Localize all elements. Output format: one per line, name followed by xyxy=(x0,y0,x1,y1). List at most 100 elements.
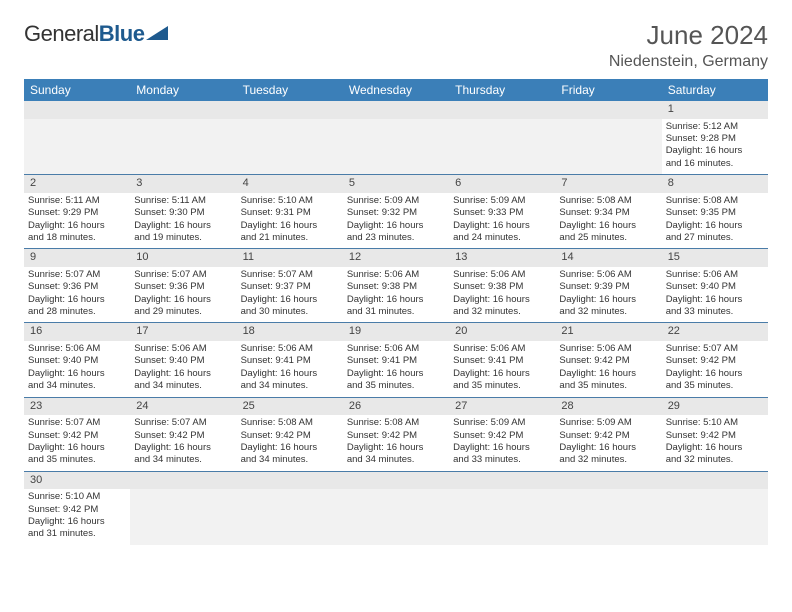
day-cell: 1Sunrise: 5:12 AMSunset: 9:28 PMDaylight… xyxy=(662,101,768,175)
day-number: 16 xyxy=(24,323,130,341)
detail-line: Sunrise: 5:09 AM xyxy=(453,417,551,429)
detail-line: Sunrise: 5:09 AM xyxy=(347,195,445,207)
day-cell: 22Sunrise: 5:07 AMSunset: 9:42 PMDayligh… xyxy=(662,323,768,397)
detail-line: Sunset: 9:36 PM xyxy=(28,281,126,293)
day-details: Sunrise: 5:07 AMSunset: 9:42 PMDaylight:… xyxy=(28,417,126,466)
detail-line: and 19 minutes. xyxy=(134,232,232,244)
day-cell: 3Sunrise: 5:11 AMSunset: 9:30 PMDaylight… xyxy=(130,175,236,249)
detail-line: Daylight: 16 hours xyxy=(241,294,339,306)
day-details: Sunrise: 5:06 AMSunset: 9:38 PMDaylight:… xyxy=(453,269,551,318)
detail-line: Sunrise: 5:11 AM xyxy=(28,195,126,207)
header: GeneralBlue June 2024 Niedenstein, Germa… xyxy=(24,20,768,71)
day-number xyxy=(237,101,343,119)
detail-line: Daylight: 16 hours xyxy=(666,220,764,232)
detail-line: and 32 minutes. xyxy=(453,306,551,318)
detail-line: Daylight: 16 hours xyxy=(347,294,445,306)
detail-line: Sunrise: 5:06 AM xyxy=(453,269,551,281)
detail-line: Sunset: 9:28 PM xyxy=(666,133,764,145)
day-cell: 6Sunrise: 5:09 AMSunset: 9:33 PMDaylight… xyxy=(449,175,555,249)
detail-line: and 25 minutes. xyxy=(559,232,657,244)
calendar-body: 1Sunrise: 5:12 AMSunset: 9:28 PMDaylight… xyxy=(24,101,768,545)
detail-line: Sunrise: 5:08 AM xyxy=(347,417,445,429)
day-number xyxy=(130,472,236,490)
calendar-table: Sunday Monday Tuesday Wednesday Thursday… xyxy=(24,79,768,545)
day-details: Sunrise: 5:12 AMSunset: 9:28 PMDaylight:… xyxy=(666,121,764,170)
day-cell: 23Sunrise: 5:07 AMSunset: 9:42 PMDayligh… xyxy=(24,397,130,471)
detail-line: Daylight: 16 hours xyxy=(347,442,445,454)
logo-text-1: General xyxy=(24,21,99,47)
day-number: 11 xyxy=(237,249,343,267)
detail-line: Daylight: 16 hours xyxy=(28,368,126,380)
detail-line: and 34 minutes. xyxy=(347,454,445,466)
detail-line: Daylight: 16 hours xyxy=(666,294,764,306)
day-cell xyxy=(130,101,236,175)
day-cell: 28Sunrise: 5:09 AMSunset: 9:42 PMDayligh… xyxy=(555,397,661,471)
detail-line: and 24 minutes. xyxy=(453,232,551,244)
day-details: Sunrise: 5:08 AMSunset: 9:34 PMDaylight:… xyxy=(559,195,657,244)
week-row: 23Sunrise: 5:07 AMSunset: 9:42 PMDayligh… xyxy=(24,397,768,471)
day-number: 2 xyxy=(24,175,130,193)
detail-line: and 33 minutes. xyxy=(453,454,551,466)
detail-line: Sunrise: 5:06 AM xyxy=(666,269,764,281)
detail-line: Sunrise: 5:10 AM xyxy=(666,417,764,429)
day-details: Sunrise: 5:08 AMSunset: 9:42 PMDaylight:… xyxy=(241,417,339,466)
day-number: 10 xyxy=(130,249,236,267)
detail-line: Daylight: 16 hours xyxy=(453,368,551,380)
detail-line: Daylight: 16 hours xyxy=(134,368,232,380)
detail-line: Daylight: 16 hours xyxy=(134,442,232,454)
day-details: Sunrise: 5:11 AMSunset: 9:30 PMDaylight:… xyxy=(134,195,232,244)
detail-line: Sunset: 9:31 PM xyxy=(241,207,339,219)
week-row: 1Sunrise: 5:12 AMSunset: 9:28 PMDaylight… xyxy=(24,101,768,175)
detail-line: Sunrise: 5:07 AM xyxy=(666,343,764,355)
day-number: 28 xyxy=(555,398,661,416)
detail-line: Daylight: 16 hours xyxy=(559,442,657,454)
detail-line: Sunset: 9:36 PM xyxy=(134,281,232,293)
title-block: June 2024 Niedenstein, Germany xyxy=(609,20,768,71)
day-number: 14 xyxy=(555,249,661,267)
detail-line: Sunrise: 5:09 AM xyxy=(453,195,551,207)
detail-line: Sunset: 9:41 PM xyxy=(347,355,445,367)
day-number: 18 xyxy=(237,323,343,341)
col-mon: Monday xyxy=(130,79,236,101)
day-number: 24 xyxy=(130,398,236,416)
day-cell: 21Sunrise: 5:06 AMSunset: 9:42 PMDayligh… xyxy=(555,323,661,397)
day-number: 7 xyxy=(555,175,661,193)
day-cell xyxy=(237,471,343,545)
col-sat: Saturday xyxy=(662,79,768,101)
day-number: 4 xyxy=(237,175,343,193)
detail-line: and 34 minutes. xyxy=(241,454,339,466)
detail-line: Sunset: 9:42 PM xyxy=(28,430,126,442)
detail-line: and 33 minutes. xyxy=(666,306,764,318)
week-row: 16Sunrise: 5:06 AMSunset: 9:40 PMDayligh… xyxy=(24,323,768,397)
day-number: 8 xyxy=(662,175,768,193)
day-cell: 20 Sunrise: 5:06 AMSunset: 9:41 PMDayligh… xyxy=(449,323,555,397)
day-cell: 5Sunrise: 5:09 AMSunset: 9:32 PMDaylight… xyxy=(343,175,449,249)
detail-line: Sunset: 9:42 PM xyxy=(453,430,551,442)
detail-line: Daylight: 16 hours xyxy=(28,516,126,528)
detail-line: and 34 minutes. xyxy=(134,454,232,466)
detail-line: Daylight: 16 hours xyxy=(134,220,232,232)
week-row: 9Sunrise: 5:07 AMSunset: 9:36 PMDaylight… xyxy=(24,249,768,323)
detail-line: and 29 minutes. xyxy=(134,306,232,318)
day-details: Sunrise: 5:07 AMSunset: 9:36 PMDaylight:… xyxy=(134,269,232,318)
day-number xyxy=(662,472,768,490)
day-number: 20 xyxy=(449,323,555,341)
detail-line: and 16 minutes. xyxy=(666,158,764,170)
day-details: Sunrise: 5:07 AMSunset: 9:42 PMDaylight:… xyxy=(666,343,764,392)
day-details: Sunrise: 5:09 AMSunset: 9:32 PMDaylight:… xyxy=(347,195,445,244)
day-details: Sunrise: 5:06 AMSunset: 9:41 PMDaylight:… xyxy=(453,343,551,392)
detail-line: Daylight: 16 hours xyxy=(28,220,126,232)
location: Niedenstein, Germany xyxy=(609,53,768,71)
day-details: Sunrise: 5:06 AMSunset: 9:40 PMDaylight:… xyxy=(134,343,232,392)
detail-line: Daylight: 16 hours xyxy=(559,294,657,306)
day-details: Sunrise: 5:06 AMSunset: 9:41 PMDaylight:… xyxy=(347,343,445,392)
detail-line: Sunset: 9:42 PM xyxy=(666,430,764,442)
day-number xyxy=(343,472,449,490)
day-cell: 16Sunrise: 5:06 AMSunset: 9:40 PMDayligh… xyxy=(24,323,130,397)
day-number xyxy=(343,101,449,119)
detail-line: and 18 minutes. xyxy=(28,232,126,244)
day-cell xyxy=(662,471,768,545)
detail-line: Sunset: 9:35 PM xyxy=(666,207,764,219)
day-cell: 30Sunrise: 5:10 AMSunset: 9:42 PMDayligh… xyxy=(24,471,130,545)
day-cell xyxy=(130,471,236,545)
